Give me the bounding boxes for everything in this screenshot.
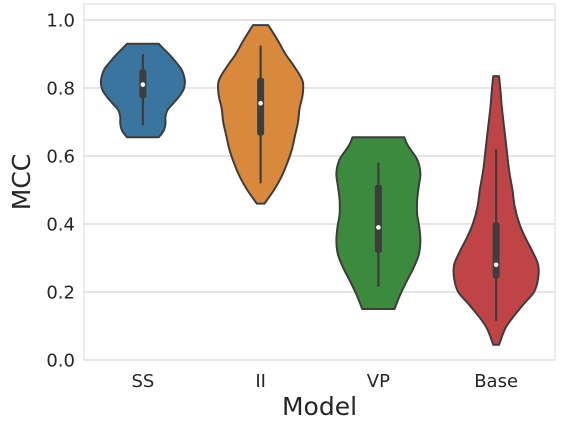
violin-median-marker — [376, 225, 381, 230]
violin-ss — [99, 42, 186, 139]
x-tick-label: SS — [131, 371, 154, 392]
violin-iqr-box — [374, 184, 382, 253]
y-tick-label: 1.0 — [46, 11, 75, 32]
x-tick-label: Base — [474, 371, 518, 392]
violin-median-marker — [493, 262, 499, 268]
violins — [99, 24, 540, 346]
x-tick-label: II — [255, 371, 266, 392]
x-tick-label: VP — [367, 371, 390, 392]
x-axis-label: Model — [282, 392, 357, 421]
violin-vp — [335, 136, 422, 310]
y-tick-label: 0.6 — [46, 147, 75, 168]
violin-median-marker — [140, 82, 146, 87]
violin-median-marker — [258, 101, 263, 106]
y-tick-label: 0.2 — [46, 283, 75, 304]
y-axis-label: MCC — [7, 154, 36, 210]
y-tick-label: 0.4 — [46, 215, 75, 236]
violin-ii — [216, 24, 305, 205]
violin-iqr-box — [492, 222, 500, 279]
violin-base — [452, 75, 540, 346]
plot-area — [83, 3, 556, 361]
y-tick-label: 0.0 — [46, 351, 75, 372]
violin-iqr-box — [257, 77, 265, 136]
y-axis-ticks: 0.0 0.2 0.4 0.6 0.8 1.0 — [46, 11, 75, 372]
y-tick-label: 0.8 — [46, 79, 75, 100]
x-axis-ticks: SS II VP Base — [131, 371, 518, 392]
